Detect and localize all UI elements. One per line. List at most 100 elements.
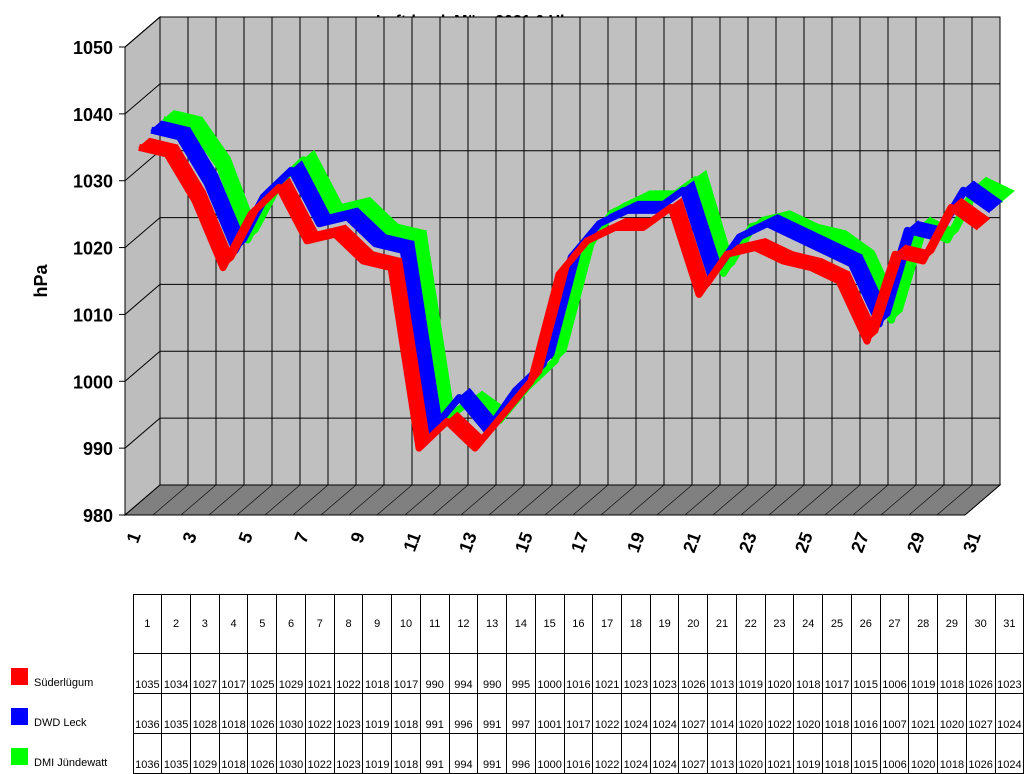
table-cell: 991 [419, 693, 450, 734]
table-cell: 1027 [965, 693, 996, 734]
table-cell: 990 [477, 653, 508, 694]
table-day-header: 2 [161, 594, 191, 654]
table-day-header: 4 [218, 594, 249, 654]
floor-gridline [460, 484, 497, 516]
table-day-header: 27 [879, 594, 910, 654]
series-legend-cell: DWD Leck [0, 694, 133, 734]
table-cell: 1024 [649, 693, 680, 734]
table-cell: 1017 [822, 653, 852, 694]
floor-gridline [488, 484, 525, 516]
table-day-header: 24 [793, 594, 824, 654]
floor-gridline [152, 484, 189, 516]
table-day-header: 11 [419, 594, 450, 654]
table-day-header: 31 [994, 594, 1024, 654]
table-cell: 1026 [247, 693, 278, 734]
floor-gridline [404, 484, 441, 516]
table-day-header: 13 [477, 594, 508, 654]
series-legend-cell: Süderlügum [0, 654, 133, 694]
x-tick-label: 5 [235, 530, 257, 546]
floor-gridline [880, 484, 917, 516]
x-tick-label: 29 [903, 530, 929, 556]
floor-gridline [124, 484, 161, 516]
floor-gridline [740, 484, 777, 516]
table-cell: 1019 [735, 653, 766, 694]
floor-gridline [180, 484, 217, 516]
floor-gridline [684, 484, 721, 516]
x-tick-label: 1 [123, 530, 145, 546]
table-cell: 996 [448, 693, 479, 734]
table-day-header: 17 [592, 594, 622, 654]
table-cell: 1020 [908, 733, 939, 774]
table-cell: 1029 [276, 653, 306, 694]
floor-gridline [936, 484, 973, 516]
table-day-header: 30 [965, 594, 996, 654]
legend-label: Süderlügum [34, 676, 94, 689]
x-axis-ticks: 1 3 5 7 9 11 13 15 17 19 21 23 25 27 29 31 [123, 530, 985, 556]
y-tick-label: 1000 [73, 372, 113, 392]
table-cell: 1020 [937, 693, 967, 734]
x-tick-label: 11 [399, 530, 424, 555]
floor-gridline [320, 484, 357, 516]
table-header-row: 1 2 3 4 5 6 7 8 9 10 11 12 13 14 15 16 17 18 19 20 21 22 23 24 2… [0, 594, 1024, 654]
table-cell: 1028 [189, 693, 220, 734]
table-cell: 1035 [161, 693, 191, 734]
legend-swatch [11, 667, 28, 685]
table-cell: 1007 [879, 693, 910, 734]
floor-gridline [796, 484, 833, 516]
series-ribbons [137, 110, 1015, 452]
floor-gridline [236, 484, 273, 516]
x-tick-label: 17 [567, 530, 593, 556]
x-tick-label: 15 [511, 530, 537, 556]
table-day-header: 21 [707, 594, 737, 654]
table-cell: 1023 [333, 693, 364, 734]
series-legend-cell: DMI Jündewatt [0, 734, 133, 774]
legend-swatch [11, 707, 28, 725]
table-day-header: 25 [822, 594, 852, 654]
series-line [138, 143, 982, 452]
table-day-header: 16 [563, 594, 594, 654]
table-cell: 1022 [304, 733, 335, 774]
table-cell: 1022 [592, 733, 622, 774]
table-day-header: 5 [247, 594, 278, 654]
y-tick-label: 1040 [73, 105, 113, 125]
x-tick-label: 19 [623, 530, 649, 556]
table-cell: 1030 [276, 733, 306, 774]
floor-gridline [908, 484, 945, 516]
table-cell: 1020 [735, 693, 766, 734]
table-day-header: 6 [276, 594, 306, 654]
table-cell: 1026 [965, 653, 996, 694]
floor-gridline [628, 484, 665, 516]
x-tick-label: 21 [679, 530, 705, 556]
x-tick-label: 9 [347, 530, 369, 546]
floor-gridline [292, 484, 329, 516]
table-cell: 1036 [132, 693, 163, 734]
table-day-header: 22 [735, 594, 766, 654]
table-cell: 1020 [764, 653, 795, 694]
floor-gridline [656, 484, 693, 516]
table-day-header: 26 [850, 594, 881, 654]
table-cell: 1020 [793, 693, 824, 734]
table-day-header: 12 [448, 594, 479, 654]
floor-gridline [600, 484, 637, 516]
x-tick-label: 23 [735, 530, 761, 556]
table-cell: 1024 [994, 733, 1024, 774]
table-cell: 995 [506, 653, 536, 694]
floor-gridline [768, 484, 805, 516]
table-day-header: 3 [189, 594, 220, 654]
table-cell: 1001 [534, 693, 565, 734]
x-tick-label: 7 [291, 530, 313, 546]
table-cell: 1024 [620, 693, 651, 734]
x-tick-label: 25 [791, 530, 817, 556]
table-cell: 1018 [391, 693, 421, 734]
table-cell: 1016 [563, 733, 594, 774]
table-cell: 1035 [132, 653, 163, 694]
floor-gridline [376, 484, 413, 516]
table-cell: 1017 [391, 653, 421, 694]
table-cell: 1034 [161, 653, 191, 694]
y-tick-label: 1010 [73, 305, 113, 325]
table-cell: 1022 [592, 693, 622, 734]
table-day-header: 29 [937, 594, 967, 654]
table-day-header: 14 [506, 594, 536, 654]
floor-gridline [208, 484, 245, 516]
